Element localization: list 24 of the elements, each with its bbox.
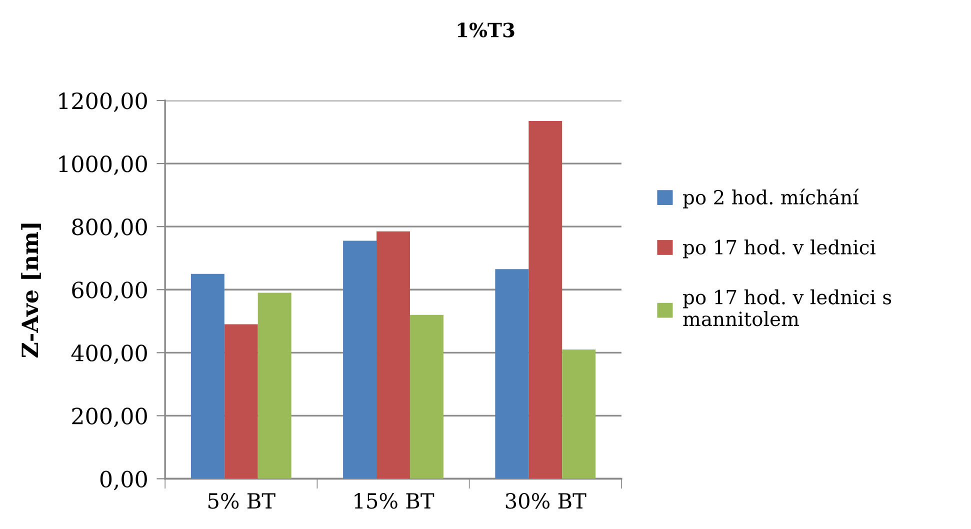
bar xyxy=(376,231,410,479)
bar xyxy=(258,292,292,479)
legend-label: po 17 hod. v lednici xyxy=(683,239,876,258)
legend-label: po 2 hod. míchání xyxy=(683,188,859,208)
bar xyxy=(495,269,529,479)
y-tick-label: 1000,00 xyxy=(59,156,147,176)
y-tick-label: 1200,00 xyxy=(59,92,147,112)
x-tick-label: 5% BT xyxy=(208,493,276,509)
y-tick-label: 800,00 xyxy=(72,218,147,238)
chart-title: 1%T3 xyxy=(458,22,514,38)
bar xyxy=(562,350,596,479)
bar xyxy=(343,240,377,479)
bar xyxy=(410,314,444,479)
y-tick-label: 600,00 xyxy=(72,282,147,302)
y-axis-title: Z-Ave [nm] xyxy=(21,224,41,358)
y-tick-label: 200,00 xyxy=(72,408,147,428)
bar xyxy=(528,121,562,479)
x-tick-label: 30% BT xyxy=(506,493,586,509)
legend-label: po 17 hod. v lednici s mannitolem xyxy=(683,289,892,326)
y-tick-label: 0,00 xyxy=(100,470,147,490)
x-tick-label: 15% BT xyxy=(354,493,434,509)
bar xyxy=(190,274,224,479)
y-tick-label: 400,00 xyxy=(71,344,147,364)
bar xyxy=(224,324,258,479)
